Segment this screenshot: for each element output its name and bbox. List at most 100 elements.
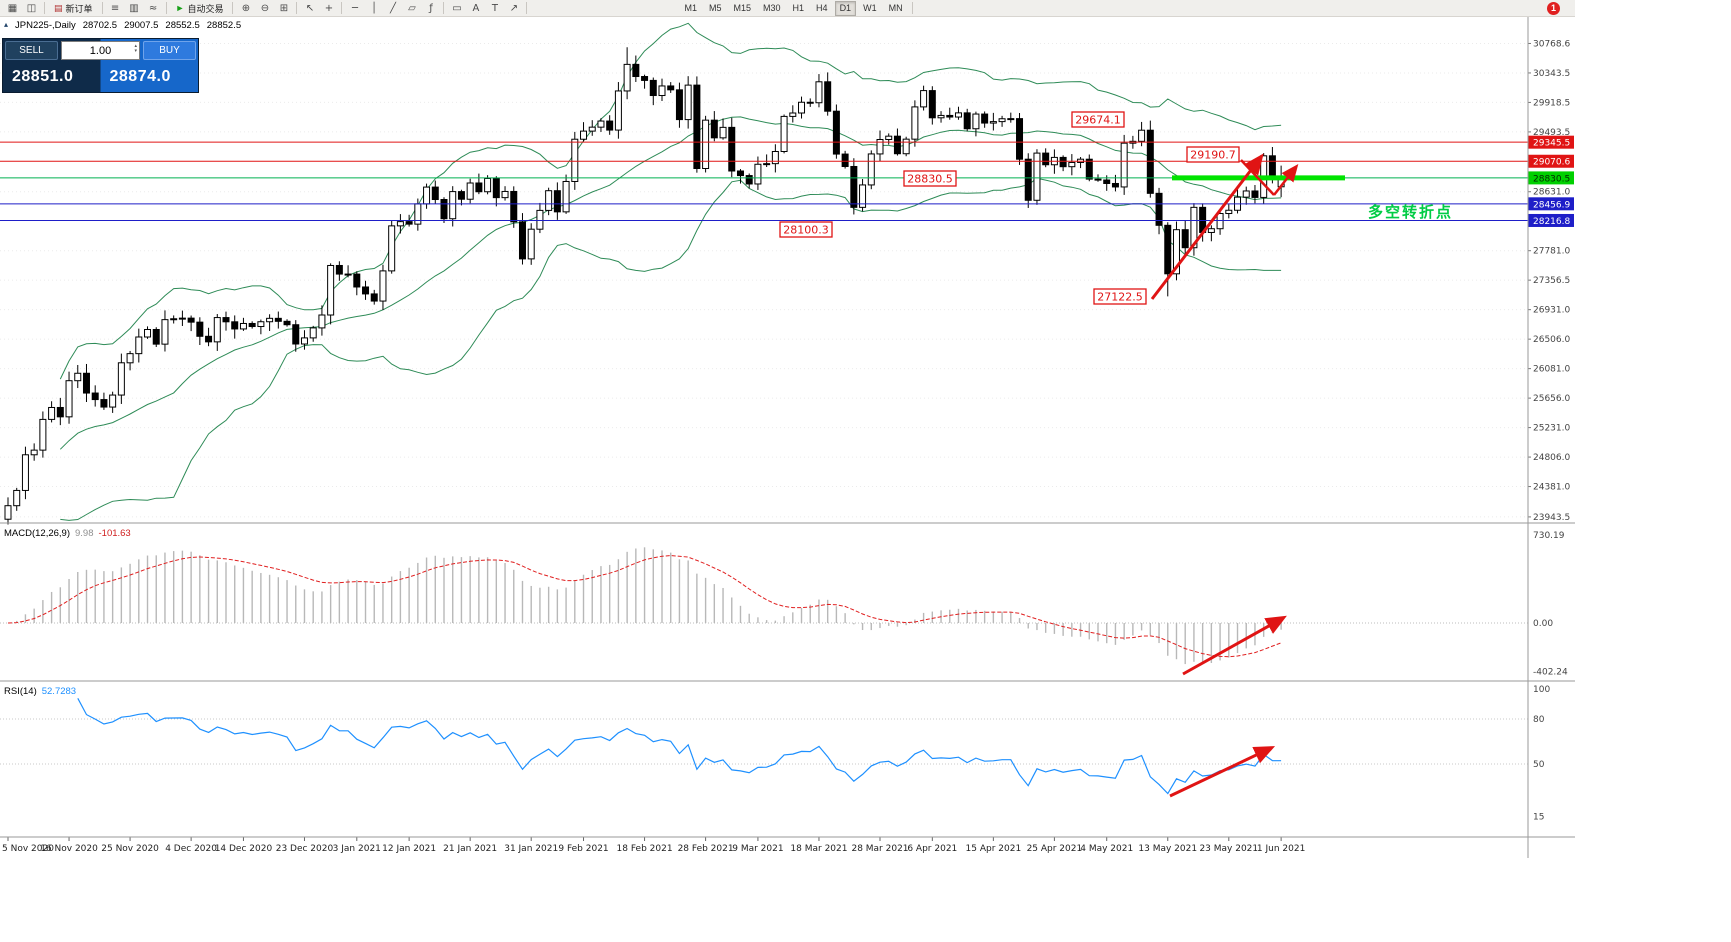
svg-text:28830.5: 28830.5 <box>1533 174 1570 184</box>
annotations[interactable]: 29674.1 29190.7 28830.5 28100.3 27122.5 <box>779 111 1299 798</box>
svg-text:730.19: 730.19 <box>1533 531 1565 541</box>
svg-text:28631.0: 28631.0 <box>1533 188 1570 198</box>
lot-size-field[interactable]: 1.00 ▴ ▾ <box>61 41 140 60</box>
autotrade-button[interactable]: ► 自动交易 <box>171 1 229 16</box>
svg-text:-402.24: -402.24 <box>1533 667 1568 677</box>
svg-text:9 Mar 2021: 9 Mar 2021 <box>732 844 783 854</box>
svg-text:3 Jan 2021: 3 Jan 2021 <box>333 844 381 854</box>
macd-pane[interactable] <box>0 547 1528 665</box>
timeframe-h1[interactable]: H1 <box>792 3 805 13</box>
timeframe-m30[interactable]: M30 <box>763 3 781 13</box>
timeframe-h4[interactable]: H4 <box>816 3 828 13</box>
svg-text:29190.7: 29190.7 <box>1190 149 1236 162</box>
axis-price-label <box>1528 197 1574 211</box>
new-order-button[interactable]: ▤ 新订单 <box>49 1 98 16</box>
timeframe-w1[interactable]: W1 <box>863 3 877 13</box>
svg-text:23943.5: 23943.5 <box>1533 513 1570 523</box>
svg-text:23 May 2021: 23 May 2021 <box>1199 844 1258 854</box>
lot-spinner[interactable]: ▴ ▾ <box>133 42 138 55</box>
trend-arrow[interactable] <box>1182 615 1287 676</box>
rsi-label: RSI(14) 52.7283 <box>4 686 76 697</box>
sell-button[interactable]: SELL <box>5 41 58 60</box>
timeframe-m5[interactable]: M5 <box>708 3 722 13</box>
svg-text:14 Dec 2020: 14 Dec 2020 <box>215 844 273 854</box>
bar-chart-icon[interactable]: ≡ <box>110 2 120 14</box>
svg-text:28830.5: 28830.5 <box>907 173 953 186</box>
trend-arrow[interactable] <box>1169 746 1276 798</box>
buy-price: 28874.0 <box>109 68 171 85</box>
text-icon[interactable]: A <box>472 2 480 14</box>
new-chart-icon[interactable]: ▦ <box>7 2 18 14</box>
svg-text:26506.0: 26506.0 <box>1533 335 1570 345</box>
chart-profiles-icon[interactable]: ◫ <box>26 2 37 14</box>
svg-text:29070.6: 29070.6 <box>1533 158 1570 168</box>
timeframe-m1[interactable]: M1 <box>684 3 697 13</box>
notification-badge[interactable]: 1 <box>1547 1 1560 15</box>
shapes-icon[interactable]: ▭ <box>452 2 462 14</box>
zoom-out-icon[interactable]: ⊖ <box>260 2 270 14</box>
timeframe-m15[interactable]: M15 <box>733 3 752 13</box>
svg-text:15 Apr 2021: 15 Apr 2021 <box>966 844 1022 854</box>
price-tag[interactable] <box>1186 146 1240 163</box>
bollinger-bands[interactable] <box>59 22 1282 521</box>
one-click-trading-panel: SELL 1.00 ▴ ▾ BUY 28851.0 28874.0 <box>2 38 199 93</box>
collapse-panel-icon[interactable]: ▴ <box>4 20 9 29</box>
timeframe-mn[interactable]: MN <box>888 3 903 13</box>
buy-button[interactable]: BUY <box>143 41 196 60</box>
macd-name: MACD(12,26,9) <box>4 528 70 539</box>
axis-price-label <box>1528 213 1574 227</box>
svg-text:30343.5: 30343.5 <box>1533 69 1570 79</box>
cursor-icon[interactable]: ↖ <box>305 2 315 14</box>
price-tag[interactable] <box>903 170 957 187</box>
svg-text:29918.5: 29918.5 <box>1533 98 1570 108</box>
svg-text:6 Apr 2021: 6 Apr 2021 <box>907 844 957 854</box>
spinner-up-icon[interactable]: ▴ <box>134 43 137 49</box>
toolbar-separator <box>165 2 167 14</box>
price-tag[interactable] <box>1071 111 1125 128</box>
price-tag[interactable] <box>1093 288 1147 305</box>
toolbar-separator <box>296 2 298 14</box>
new-order-button-icon: ▤ <box>54 2 63 13</box>
toolbar-separator <box>232 2 234 14</box>
toolbar-separator <box>341 2 343 14</box>
trend-arrow[interactable] <box>1150 153 1264 300</box>
tile-windows-icon[interactable]: ⊞ <box>279 2 289 14</box>
horizontal-line-icon[interactable]: ─ <box>351 2 358 14</box>
svg-text:28216.8: 28216.8 <box>1533 217 1570 227</box>
price-tag[interactable] <box>779 221 833 238</box>
chart-plot[interactable]: 29674.1 29190.7 28830.5 28100.3 27122.5 30768… <box>0 17 1575 858</box>
svg-text:4 Dec 2020: 4 Dec 2020 <box>165 844 217 854</box>
rsi-pane[interactable] <box>0 698 1528 795</box>
trend-arrow[interactable] <box>1273 164 1299 196</box>
zoom-in-icon[interactable]: ⊕ <box>241 2 251 14</box>
svg-text:26931.0: 26931.0 <box>1533 306 1570 316</box>
vertical-line-icon[interactable]: │ <box>370 2 377 14</box>
horizontal-lines[interactable] <box>0 141 1528 221</box>
lot-size-value: 1.00 <box>89 44 112 57</box>
label-icon[interactable]: T <box>491 2 499 14</box>
svg-text:24806.0: 24806.0 <box>1533 453 1570 463</box>
trend-arrow[interactable] <box>1240 159 1275 196</box>
trendline-icon[interactable]: ╱ <box>389 2 396 14</box>
chart-window[interactable]: 29674.1 29190.7 28830.5 28100.3 27122.5 30768… <box>0 17 1575 858</box>
timeframe-d1[interactable]: D1 <box>834 0 857 16</box>
svg-text:15: 15 <box>1533 813 1544 823</box>
channel-icon[interactable]: ▱ <box>408 2 416 14</box>
symbol-period: JPN225-,Daily <box>15 20 76 31</box>
candlestick-chart-icon[interactable]: ▥ <box>129 2 139 14</box>
svg-text:80: 80 <box>1533 715 1545 725</box>
fibonacci-icon[interactable]: ƒ <box>429 2 433 14</box>
arrow-tools-icon[interactable]: ↗ <box>509 2 519 14</box>
svg-text:18 Feb 2021: 18 Feb 2021 <box>617 844 673 854</box>
spinner-down-icon[interactable]: ▾ <box>134 47 137 54</box>
chart-ohlc-title: ▴ JPN225-,Daily 28702.5 29007.5 28552.5 … <box>4 20 241 31</box>
annotation-text[interactable]: 多空转折点 <box>1368 204 1454 221</box>
toolbar-separator <box>101 2 103 14</box>
svg-text:50: 50 <box>1533 760 1545 770</box>
candles[interactable] <box>4 47 1285 525</box>
crosshair-icon[interactable]: + <box>324 2 334 14</box>
new-order-button-label: 新订单 <box>65 3 93 14</box>
line-chart-icon[interactable]: ≈ <box>148 2 158 14</box>
